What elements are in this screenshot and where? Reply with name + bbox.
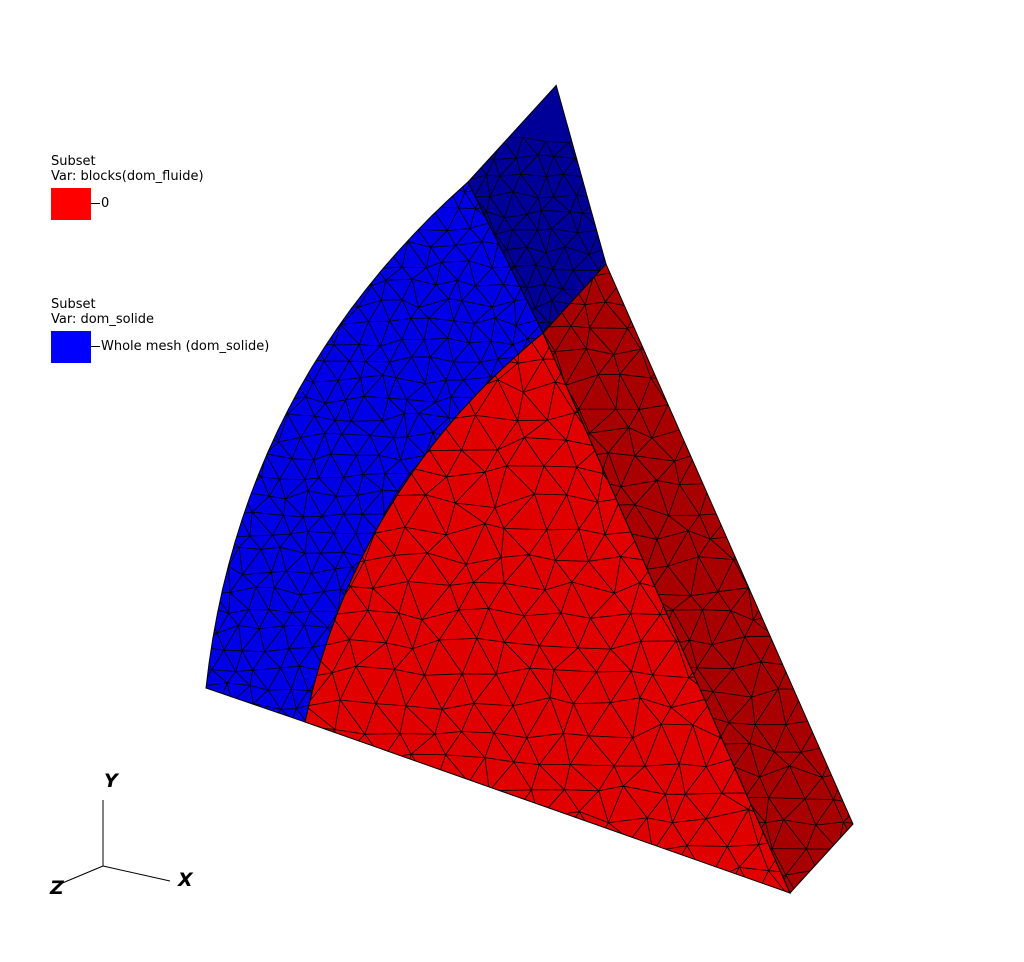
solid-front-face	[206, 182, 543, 722]
axis-triad	[59, 800, 171, 885]
fluid-side-face	[543, 264, 853, 893]
y-axis-label: Y	[104, 770, 120, 792]
legend-entry-label: Whole mesh (dom_solide)	[101, 339, 270, 354]
solid-side-outline	[467, 84, 607, 334]
legend-swatch-blue	[51, 331, 91, 363]
legend-entry: 0	[51, 188, 204, 220]
fluid-front-face	[305, 333, 790, 893]
fluid-front-outline	[304, 332, 791, 894]
domain-outlines	[205, 84, 854, 894]
legend-title: Subset	[51, 297, 96, 312]
legend-entry: Whole mesh (dom_solide)	[51, 331, 269, 363]
legend-variable: Var: blocks(dom_fluide)	[51, 169, 204, 184]
legend-swatch-red	[51, 188, 91, 220]
legend-variable: Var: dom_solide	[51, 312, 155, 327]
z-axis-line	[59, 865, 104, 885]
legend-tick	[91, 346, 100, 347]
legend-title: Subset	[51, 154, 96, 169]
x-axis-line	[102, 865, 171, 882]
legend-solid: Subset Var: dom_solide Whole mesh (dom_s…	[51, 297, 269, 363]
legend-tick	[91, 203, 100, 204]
x-axis-label: X	[177, 869, 194, 891]
solid-side-face	[468, 85, 606, 334]
z-axis-label: Z	[49, 877, 65, 899]
legend-entry-label: 0	[101, 196, 110, 211]
legend-fluid: Subset Var: blocks(dom_fluide) 0	[51, 154, 204, 220]
